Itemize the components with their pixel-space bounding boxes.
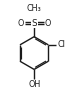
Text: S: S xyxy=(31,19,37,28)
Text: O: O xyxy=(18,19,24,28)
Text: CH₃: CH₃ xyxy=(27,4,42,13)
Text: Cl: Cl xyxy=(58,40,66,49)
Text: OH: OH xyxy=(28,80,40,89)
Text: O: O xyxy=(44,19,50,28)
